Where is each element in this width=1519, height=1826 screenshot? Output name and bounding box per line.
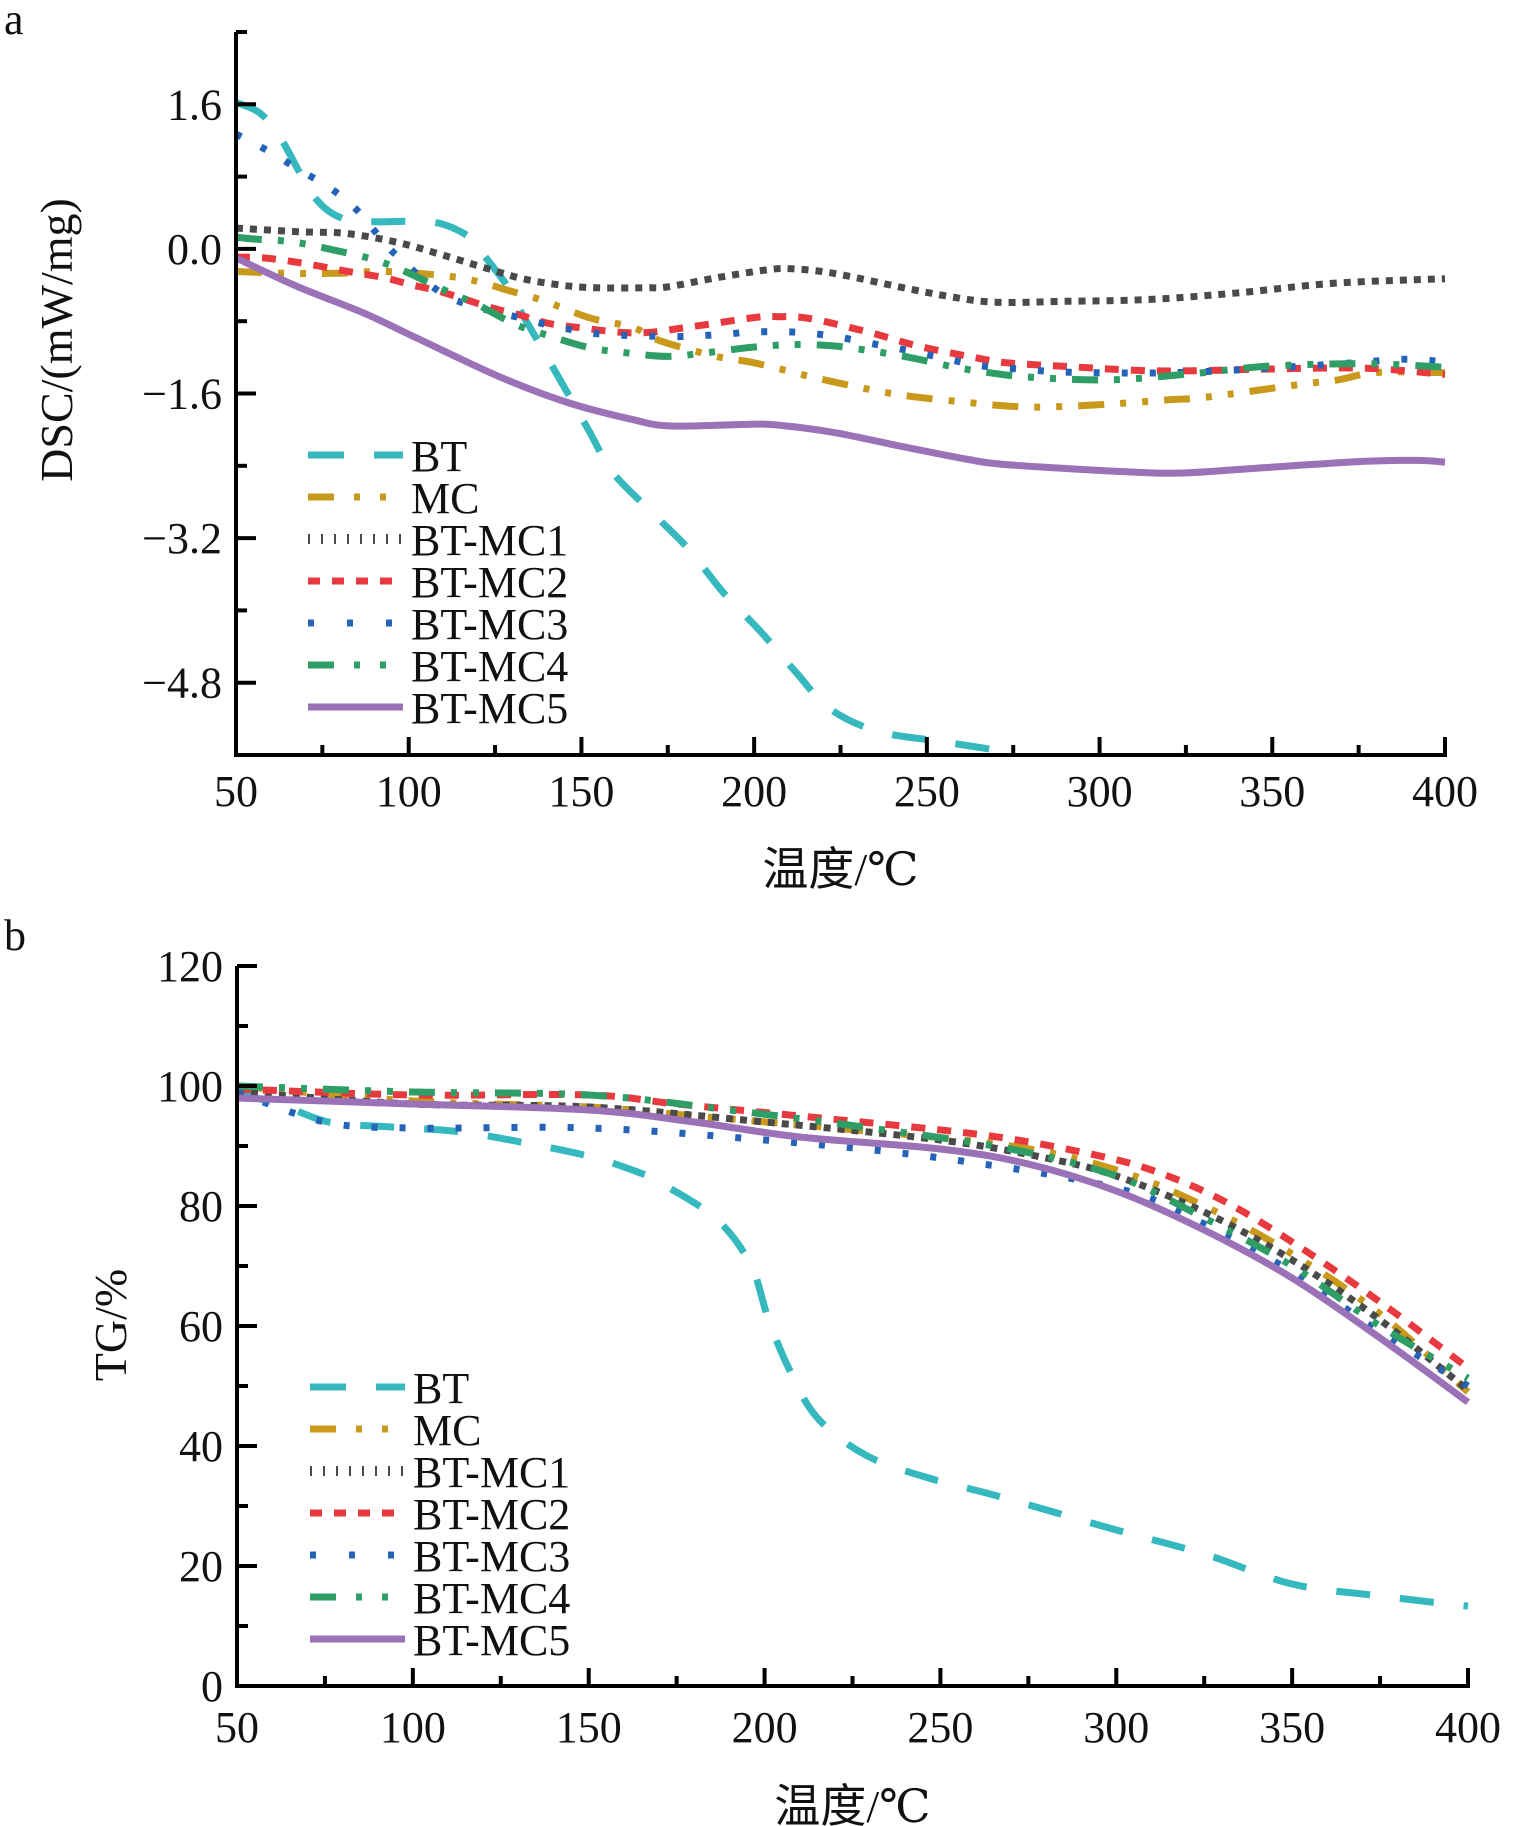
- x-tick-label: 50: [214, 767, 258, 816]
- y-tick-label: 0: [201, 1662, 223, 1711]
- y-tick-label: 0.0: [167, 225, 222, 274]
- y-tick-label: −1.6: [142, 370, 222, 419]
- x-tick-label: 150: [548, 767, 614, 816]
- series-line-bt-mc5: [236, 254, 1446, 477]
- legend-label: BT-MC2: [413, 1490, 570, 1539]
- legend-item: BT-MC1: [308, 516, 568, 565]
- y-tick-label: 120: [157, 942, 223, 991]
- x-tick-label: 400: [1412, 767, 1478, 816]
- series-line-mc: [236, 1082, 1471, 1395]
- legend-item: BT-MC2: [310, 1490, 570, 1539]
- panel-label: a: [4, 0, 24, 44]
- y-tick-label: 80: [179, 1182, 223, 1231]
- legend-item: BT-MC4: [308, 642, 568, 691]
- legend-label: BT-MC2: [411, 558, 568, 607]
- legend-label: MC: [413, 1406, 481, 1455]
- legend-label: BT: [413, 1364, 469, 1413]
- legend-label: BT-MC5: [411, 684, 568, 733]
- x-tick-label: 200: [732, 1703, 798, 1752]
- legend-item: BT: [310, 1364, 469, 1413]
- x-axis-title: 温度/℃: [774, 1781, 930, 1826]
- series-line-bt: [236, 99, 1018, 757]
- y-tick-label: 20: [179, 1542, 223, 1591]
- panel-a-dsc-chart: a 1.6 0.0 −1.6 −3.2 −4.8 50 100 150 200 250 300 350 4…: [4, 0, 1478, 895]
- legend-item: BT-MC4: [310, 1574, 570, 1623]
- x-tick-label: 200: [721, 767, 787, 816]
- series-line-bt-mc4: [236, 1082, 1470, 1382]
- legend-label: BT-MC5: [413, 1616, 570, 1665]
- y-tick-label: 100: [157, 1062, 223, 1111]
- legend-label: BT-MC1: [413, 1448, 570, 1497]
- y-tick-label: 40: [179, 1422, 223, 1471]
- series-line-bt-mc1: [236, 224, 1446, 306]
- legend-item: BT-MC5: [310, 1616, 570, 1665]
- series-group: [235, 1082, 1471, 1610]
- series-line-bt: [236, 1090, 1469, 1610]
- legend-item: BT-MC3: [308, 600, 568, 649]
- x-tick-label: 250: [907, 1703, 973, 1752]
- x-tick-label: 100: [376, 767, 442, 816]
- series-line-bt-mc2: [236, 1085, 1471, 1371]
- series-line-bt-mc4: [236, 233, 1446, 384]
- x-tick-label: 250: [894, 767, 960, 816]
- legend-item: BT-MC5: [308, 684, 568, 733]
- legend-label: BT-MC4: [413, 1574, 570, 1623]
- series-line-mc: [236, 267, 1446, 411]
- x-tick-label: 300: [1067, 767, 1133, 816]
- y-axis-title: TG/%: [85, 1269, 136, 1381]
- legend-label: BT: [411, 432, 467, 481]
- series-group: [236, 99, 1446, 757]
- panel-b-tg-chart: b 0 20 40 60 80 100 120 50 100 150 200 250 300 350 400 温…: [4, 911, 1501, 1826]
- x-tick-label: 400: [1435, 1703, 1501, 1752]
- x-tick-label: 100: [380, 1703, 446, 1752]
- legend-label: MC: [411, 474, 479, 523]
- panel-label: b: [4, 911, 26, 960]
- legend-label: BT-MC3: [413, 1532, 570, 1581]
- y-tick-label: 60: [179, 1302, 223, 1351]
- y-tick-label: −4.8: [142, 659, 222, 708]
- x-tick-label: 50: [215, 1703, 259, 1752]
- x-tick-label: 350: [1259, 1703, 1325, 1752]
- legend-item: MC: [310, 1406, 481, 1455]
- series-line-bt-mc5: [236, 1094, 1471, 1406]
- legend-item: MC: [308, 474, 479, 523]
- y-axis-title: DSC/(mW/mg): [31, 198, 82, 482]
- y-tick-label: 1.6: [167, 80, 222, 129]
- legend-item: BT-MC2: [308, 558, 568, 607]
- x-tick-label: 350: [1239, 767, 1305, 816]
- legend-label: BT-MC3: [411, 600, 568, 649]
- x-tick-label: 300: [1083, 1703, 1149, 1752]
- legend-item: BT-MC3: [310, 1532, 570, 1581]
- y-tick-label: −3.2: [142, 514, 222, 563]
- legend-label: BT-MC4: [411, 642, 568, 691]
- legend-item: BT: [308, 432, 467, 481]
- x-axis-title: 温度/℃: [762, 844, 918, 895]
- series-line-bt-mc1: [236, 1088, 1471, 1393]
- legend-label: BT-MC1: [411, 516, 568, 565]
- legend-item: BT-MC1: [310, 1448, 570, 1497]
- x-tick-label: 150: [556, 1703, 622, 1752]
